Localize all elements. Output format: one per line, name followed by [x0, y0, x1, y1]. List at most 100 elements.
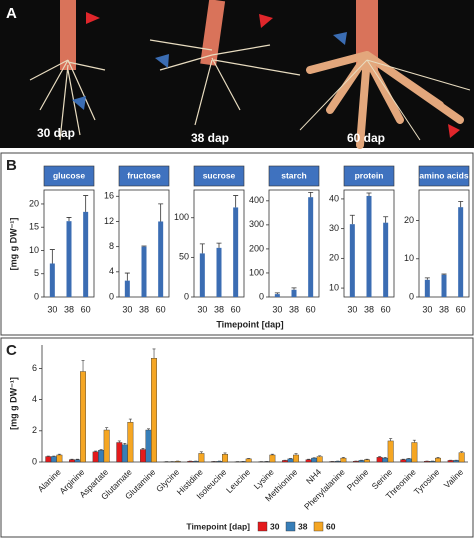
x-tick-label: 60 [156, 304, 166, 314]
bar [358, 460, 365, 463]
panel-letter: A [6, 5, 17, 22]
x-tick-label: 60 [306, 304, 316, 314]
bar [308, 197, 314, 297]
x-tick-label: 30 [197, 304, 207, 314]
bar [98, 450, 105, 463]
bar [269, 454, 276, 463]
bar [405, 458, 412, 463]
bar [441, 274, 447, 297]
error-bar [270, 453, 274, 455]
panel-letter: B [6, 157, 17, 174]
y-tick-label: 6 [32, 363, 37, 373]
bar [424, 279, 430, 297]
error-bar [378, 456, 382, 458]
bar [282, 460, 288, 463]
bar [233, 207, 239, 297]
legend-label: 60 [326, 521, 336, 531]
error-bar [458, 201, 464, 208]
y-tick-label: 16 [104, 191, 114, 201]
bar [140, 449, 146, 463]
error-bar [436, 457, 440, 459]
y-tick-label: 300 [249, 219, 264, 229]
error-bar [441, 273, 447, 275]
y-tick-label: 100 [249, 267, 264, 277]
facet-strip [268, 165, 320, 187]
y-tick-label: 4 [32, 394, 37, 404]
y-tick-label: 8 [109, 241, 114, 251]
bar [291, 289, 297, 297]
error-bar [57, 453, 61, 455]
error-bar [308, 192, 314, 198]
facet-strip [343, 165, 395, 187]
error-bar [341, 457, 345, 459]
x-tick-label: 38 [214, 304, 224, 314]
bar [158, 221, 164, 297]
error-bar [199, 243, 205, 254]
error-bar [81, 360, 85, 372]
panel-frame [0, 152, 474, 336]
bar [316, 456, 323, 463]
error-bar [124, 272, 130, 281]
facet-strip [43, 165, 95, 187]
error-bar [424, 277, 430, 280]
y-tick-label: 0 [109, 291, 114, 301]
error-bar [123, 442, 127, 445]
x-tick-label: 60 [456, 304, 466, 314]
bar [116, 442, 123, 463]
legend-swatch [257, 521, 268, 532]
bar [364, 459, 370, 463]
error-bar [99, 449, 103, 451]
caption: 60 dap [347, 131, 385, 145]
bar [121, 444, 128, 463]
x-tick-label: Proline [345, 467, 371, 493]
y-tick-label: 10 [329, 282, 339, 292]
y-tick-label: 100 [174, 212, 189, 222]
y-tick-label: 2 [32, 425, 37, 435]
error-bar [128, 418, 132, 423]
x-tick-label: 38 [139, 304, 149, 314]
x-tick-label: 30 [122, 304, 132, 314]
x-tick-label: 30 [47, 304, 57, 314]
bar [216, 247, 222, 297]
bar [383, 222, 389, 297]
bar [92, 451, 99, 463]
bar [50, 456, 57, 463]
bar [145, 429, 152, 463]
y-tick-label: 200 [249, 243, 264, 253]
y-tick-label: 15 [29, 222, 39, 232]
bar [198, 453, 205, 463]
bar [222, 454, 228, 463]
caption: 38 dap [191, 131, 229, 145]
bar [458, 207, 464, 297]
x-tick-label: 30 [347, 304, 357, 314]
error-bar [366, 192, 372, 196]
x-tick-label: 30 [272, 304, 282, 314]
bar [69, 459, 75, 463]
legend-swatch [313, 521, 324, 532]
bar [80, 371, 86, 463]
x-tick-label: 38 [64, 304, 74, 314]
facet-strip [193, 165, 245, 187]
error-bar [141, 447, 145, 450]
bar [45, 456, 52, 463]
y-tick-label: 400 [249, 195, 264, 205]
bar [124, 280, 130, 297]
error-bar [117, 440, 121, 443]
x-tick-label: 60 [81, 304, 91, 314]
y-tick-label: 0 [32, 456, 37, 466]
error-bar [66, 217, 72, 222]
error-bar [460, 451, 464, 453]
bar [387, 440, 394, 463]
bar [400, 459, 407, 463]
root-photo [0, 0, 474, 149]
bar [127, 422, 134, 463]
bar [305, 459, 312, 463]
bar [340, 457, 347, 463]
caption: 30 dap [37, 126, 75, 140]
y-tick-label: 0 [259, 291, 264, 301]
legend-swatch [285, 521, 296, 532]
bar [447, 460, 454, 463]
error-bar [412, 439, 416, 443]
error-bar [216, 242, 222, 248]
error-bar [141, 245, 147, 247]
